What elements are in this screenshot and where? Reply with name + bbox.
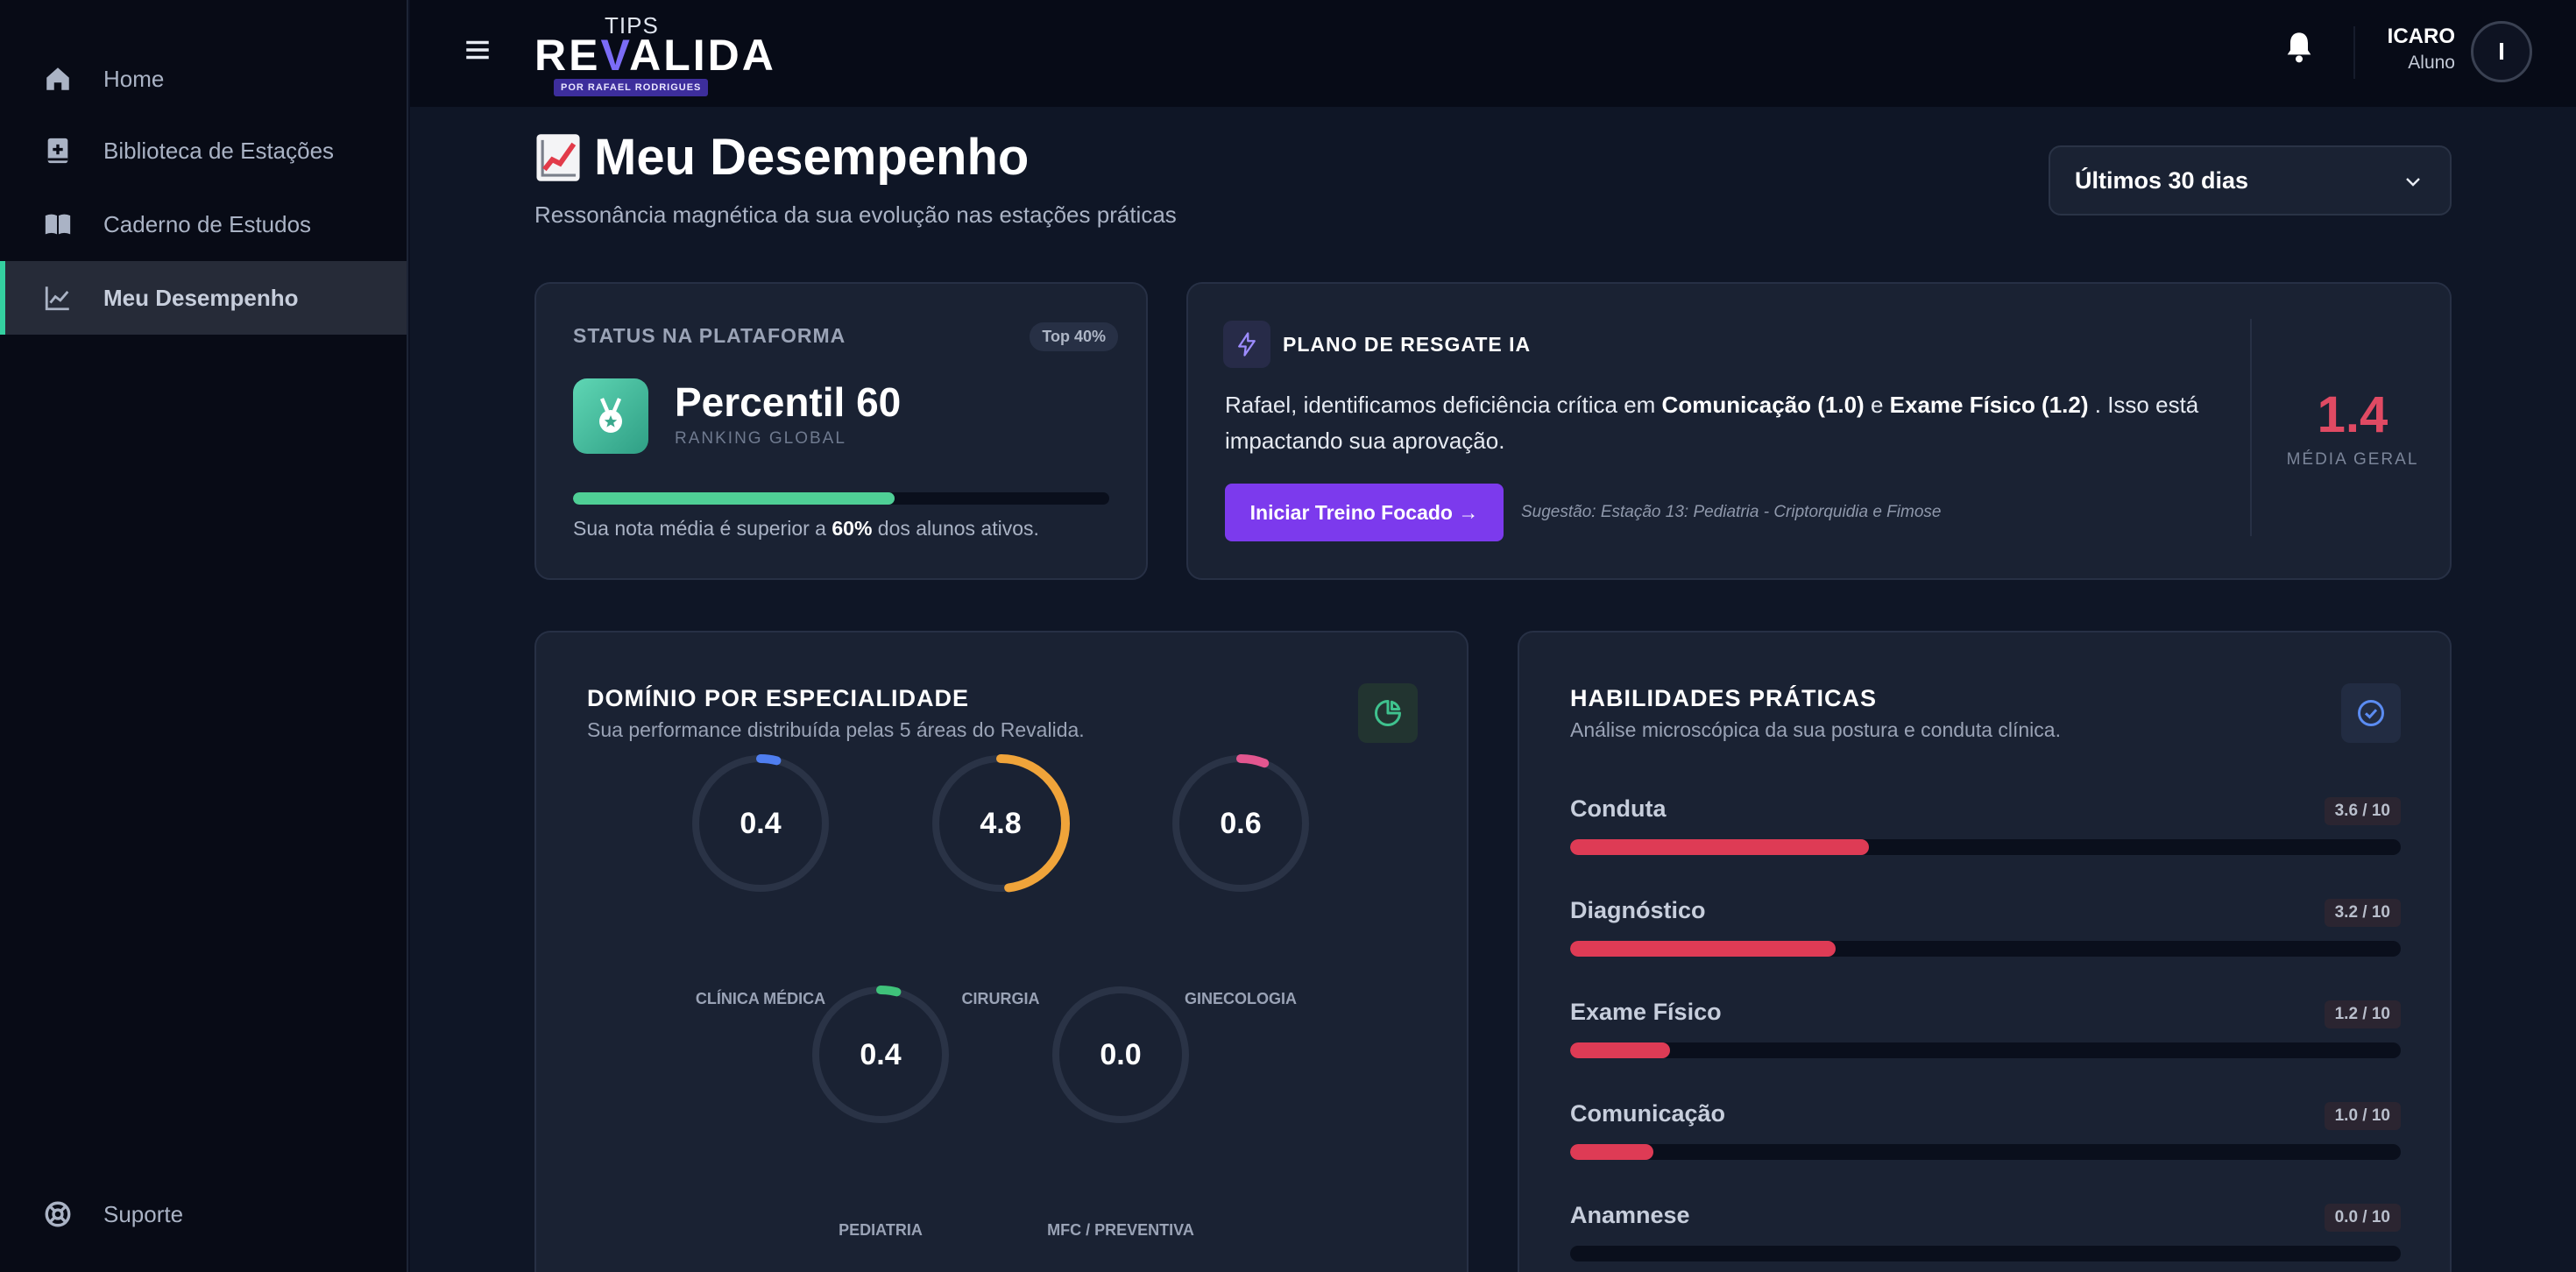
skill-score-badge: 1.2 / 10 — [2324, 1000, 2401, 1028]
rescue-plan-card: PLANO DE RESGATE IA Rafael, identificamo… — [1186, 282, 2452, 580]
skill-bar-fill — [1570, 1042, 1670, 1058]
specialty-donut: 0.4 — [809, 983, 952, 1127]
sidebar: Home Biblioteca de Estações Caderno de E… — [0, 0, 408, 1272]
logo[interactable]: TIPS REVALIDA POR RAFAEL RODRIGUES — [534, 12, 774, 96]
percentile-value: Percentil 60 — [675, 379, 902, 425]
check-circle-icon[interactable] — [2341, 683, 2401, 743]
specialty-donut: 0.4 — [689, 752, 832, 895]
sidebar-item-label: Home — [103, 65, 165, 92]
skill-name: Conduta — [1570, 795, 1667, 822]
sidebar-item-biblioteca[interactable]: Biblioteca de Estações — [0, 114, 407, 187]
skill-bar — [1570, 941, 2401, 957]
specialty-value: 0.0 — [1100, 1037, 1142, 1071]
medal-icon — [573, 378, 648, 454]
specialty-label: CLÍNICA MÉDICA — [695, 990, 826, 1007]
specialty-card: DOMÍNIO POR ESPECIALIDADE Sua performanc… — [534, 631, 1468, 1272]
open-book-icon — [42, 208, 74, 240]
date-range-select[interactable]: Últimos 30 dias — [2049, 145, 2452, 216]
book-plus-icon — [42, 135, 74, 166]
divider — [2250, 319, 2252, 536]
sidebar-item-label: Biblioteca de Estações — [103, 137, 335, 164]
sidebar-item-caderno[interactable]: Caderno de Estudos — [0, 187, 407, 261]
status-title: STATUS NA PLATAFORMA — [573, 324, 846, 347]
specialty-label: CIRURGIA — [961, 990, 1040, 1007]
avatar[interactable]: I — [2471, 21, 2532, 82]
logo-main: REVALIDA — [534, 31, 776, 80]
pie-chart-icon[interactable] — [1358, 683, 1418, 743]
lifebuoy-icon — [42, 1198, 74, 1230]
specialty-label: GINECOLOGIA — [1184, 990, 1297, 1007]
percentile-progress-fill — [573, 492, 895, 505]
sidebar-item-label: Caderno de Estudos — [103, 210, 312, 237]
logo-tips: TIPS — [605, 12, 659, 39]
skills-title: HABILIDADES PRÁTICAS — [1570, 685, 1878, 711]
skill-score-badge: 1.0 / 10 — [2324, 1102, 2401, 1130]
skill-bar — [1570, 1246, 2401, 1261]
specialty-donut: 0.0 — [1049, 983, 1192, 1127]
skill-bar-fill — [1570, 839, 1870, 855]
sidebar-item-suporte[interactable]: Suporte — [0, 1177, 407, 1251]
chart-increasing-icon — [536, 133, 580, 181]
average-score: 1.4 — [2317, 386, 2388, 443]
topbar-divider — [2353, 26, 2355, 79]
specialty-value: 4.8 — [980, 806, 1022, 840]
percentile-progress — [573, 492, 1109, 505]
logo-subtitle: POR RAFAEL RODRIGUES — [554, 79, 709, 96]
topbar: TIPS REVALIDA POR RAFAEL RODRIGUES ICARO… — [410, 0, 2576, 107]
specialty-label: MFC / PREVENTIVA — [1047, 1221, 1194, 1239]
skill-name: Diagnóstico — [1570, 897, 1706, 923]
sidebar-item-home[interactable]: Home — [0, 42, 407, 116]
specialty-title: DOMÍNIO POR ESPECIALIDADE — [587, 685, 970, 711]
rescue-plan-text: Rafael, identificamos deficiência crític… — [1225, 392, 2199, 454]
chart-line-icon — [42, 282, 74, 314]
bell-icon[interactable] — [2282, 30, 2317, 65]
skill-bar-fill — [1570, 941, 1836, 957]
specialty-subtitle: Sua performance distribuída pelas 5 área… — [587, 718, 1085, 741]
rescue-plan-title: PLANO DE RESGATE IA — [1283, 333, 1532, 356]
sidebar-item-desempenho[interactable]: Meu Desempenho — [0, 261, 407, 335]
start-training-button[interactable]: Iniciar Treino Focado → — [1225, 484, 1504, 541]
skill-bar-fill — [1570, 1144, 1653, 1160]
specialty-value: 0.4 — [860, 1037, 902, 1071]
chevron-down-icon — [2406, 178, 2420, 187]
skill-score-badge: 3.2 / 10 — [2324, 899, 2401, 927]
menu-icon[interactable] — [463, 35, 492, 65]
skill-score-badge: 3.6 / 10 — [2324, 797, 2401, 825]
date-range-value: Últimos 30 dias — [2075, 166, 2249, 194]
page-title: Meu Desempenho — [534, 128, 1029, 187]
suggestion-text: Sugestão: Estação 13: Pediatria - Cripto… — [1521, 503, 1942, 521]
skill-name: Exame Físico — [1570, 999, 1722, 1025]
specialty-donut: 4.8 — [929, 752, 1072, 895]
skill-name: Comunicação — [1570, 1100, 1726, 1127]
sidebar-item-label: Suporte — [103, 1200, 184, 1227]
specialty-label: PEDIATRIA — [839, 1221, 923, 1239]
status-note: Sua nota média é superior a 60% dos alun… — [573, 517, 1039, 540]
user-role: Aluno — [2408, 53, 2455, 73]
skills-subtitle: Análise microscópica da sua postura e co… — [1570, 718, 2061, 741]
specialty-value: 0.4 — [740, 806, 782, 840]
skills-card: HABILIDADES PRÁTICAS Análise microscópic… — [1518, 631, 2452, 1272]
rank-badge: Top 40% — [1030, 322, 1118, 351]
home-icon — [42, 63, 74, 95]
ranking-label: RANKING GLOBAL — [675, 429, 846, 448]
sidebar-item-label: Meu Desempenho — [103, 284, 299, 311]
specialty-donut: 0.6 — [1169, 752, 1313, 895]
skill-bar — [1570, 1144, 2401, 1160]
skill-score-badge: 0.0 / 10 — [2324, 1204, 2401, 1232]
lightning-icon — [1223, 321, 1270, 368]
skill-bar — [1570, 1042, 2401, 1058]
user-name: ICARO — [2387, 25, 2455, 48]
skill-name: Anamnese — [1570, 1202, 1690, 1228]
page-subtitle: Ressonância magnética da sua evolução na… — [534, 201, 1177, 228]
specialty-value: 0.6 — [1220, 806, 1262, 840]
skill-bar — [1570, 839, 2401, 855]
status-card: STATUS NA PLATAFORMA Top 40% Percentil 6… — [534, 282, 1148, 580]
average-score-label: MÉDIA GERAL — [2286, 450, 2419, 469]
